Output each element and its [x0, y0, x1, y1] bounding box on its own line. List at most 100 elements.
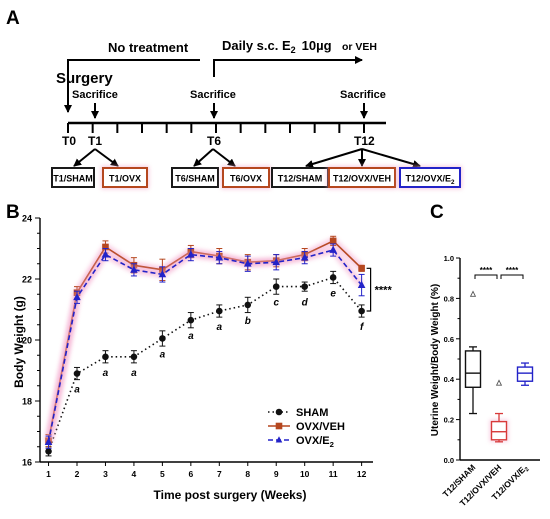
daily-prefix: Daily s.c. E [222, 38, 291, 53]
c-significance-bracket [500, 274, 524, 279]
c-significance-stars: **** [506, 266, 519, 275]
timepoint-t12: T12 [354, 134, 375, 148]
branch-arrow-t1-sham [73, 148, 96, 167]
b-x-tick-label: 7 [217, 469, 222, 479]
group-box-label: T12/OVX/E2 [405, 174, 455, 186]
data-point-0 [187, 316, 195, 324]
data-point-1 [329, 237, 337, 245]
data-point-2 [158, 270, 167, 278]
stat-letter: f [360, 322, 365, 333]
b-y-tick-label: 20 [22, 336, 32, 346]
data-point-2 [215, 253, 224, 261]
data-point-0 [45, 448, 52, 455]
b-x-tick-label: 12 [357, 469, 367, 479]
data-point-0 [216, 307, 223, 315]
group-box [222, 167, 270, 188]
panel-label-c: C [430, 202, 444, 223]
data-point-2 [130, 265, 138, 273]
group-box [102, 167, 148, 188]
b-y-tick-label: 24 [22, 214, 32, 224]
panel-b-body-weight-chart: B Body Weight (g) Time post surgery (Wee… [6, 202, 392, 502]
data-point-0 [102, 353, 109, 361]
stat-letter: a [74, 385, 80, 396]
data-point-0 [358, 307, 365, 315]
timepoint-t6: T6 [207, 134, 221, 148]
stat-letter: a [131, 368, 137, 379]
group-box-label-main: T12/OVX/VEH [333, 174, 391, 184]
group-box-label: T6/OVX [230, 174, 262, 184]
c-y-tick-label: 0.2 [444, 416, 454, 425]
group-box [328, 167, 396, 188]
b-legend: SHAM OVX/VEH OVX/E2 [268, 407, 345, 449]
legend-label-sub: 2 [330, 440, 334, 449]
group-box [51, 167, 95, 188]
stat-letter: c [273, 298, 279, 309]
b-x-tick-label: 9 [274, 469, 279, 479]
group-box-label: T1/OVX [109, 174, 141, 184]
b-x-tick-label: 3 [103, 469, 108, 479]
daily-treatment-label: Daily s.c. E2 10µg [222, 38, 332, 55]
data-point-2 [187, 250, 195, 258]
stat-letter: a [103, 368, 109, 379]
panel-c-uterine-weight-chart: C Uterine Weight/Body Weight (%) 0.0 0.2 0… [430, 202, 540, 508]
stat-letter: a [188, 331, 194, 342]
data-point-0 [159, 335, 166, 342]
group-box [171, 167, 219, 188]
b-x-axis-title: Time post surgery (Weeks) [154, 488, 307, 502]
legend-marker [275, 436, 283, 443]
data-point-2 [357, 280, 366, 288]
sacrifice-label-t12: Sacrifice [340, 89, 386, 101]
b-x-tick-label: 2 [75, 469, 80, 479]
series-glow [45, 246, 365, 443]
c-y-tick-label: 0.0 [444, 456, 454, 465]
stat-letter: b [245, 316, 251, 327]
or-veh-label: or VEH [342, 41, 377, 53]
data-point-0 [329, 274, 337, 281]
data-point-0 [73, 370, 81, 377]
group-box-label-main: T12/OVX/E [405, 174, 451, 184]
b-x-tick-label: 10 [300, 469, 310, 479]
stat-letter: d [302, 298, 309, 309]
panel-label-b: B [6, 202, 20, 223]
group-box-label: T6/SHAM [175, 174, 215, 184]
box-body [490, 420, 508, 441]
data-point-2 [272, 257, 281, 266]
b-x-tick-label: 11 [329, 469, 338, 479]
legend-label: OVX/VEH [296, 421, 345, 433]
legend-label: SHAM [296, 407, 328, 419]
b-x-tick-label: 4 [132, 469, 137, 479]
b-x-tick-label: 8 [245, 469, 250, 479]
data-point-2 [243, 259, 252, 267]
stat-letter: a [160, 349, 166, 360]
group-box-label: T12/OVX/VEH [333, 174, 391, 184]
group-box-label-sub: 2 [451, 179, 455, 186]
b-significance-stars: **** [375, 285, 393, 297]
b-x-tick-label: 1 [46, 469, 51, 479]
panel-a-timeline: A No treatment Daily s.c. E2 10µg or VEH … [6, 8, 462, 189]
data-point-0 [244, 301, 252, 309]
b-series [44, 235, 366, 457]
box-outlier [469, 290, 477, 297]
series-line-0 [47, 276, 363, 452]
box-body [464, 350, 482, 388]
timepoint-t1: T1 [88, 134, 102, 148]
group-box-label: T12/SHAM [278, 174, 323, 184]
b-x-tick-label: 6 [188, 469, 193, 479]
group-box-label-main: T12/SHAM [278, 174, 323, 184]
data-point-2 [44, 437, 53, 446]
b-y-tick-label: 18 [22, 397, 32, 407]
c-significance-bracket [474, 274, 498, 279]
timepoint-t0: T0 [62, 134, 76, 148]
sacrifice-label-t6: Sacrifice [190, 89, 236, 101]
legend-label-main: SHAM [296, 407, 328, 419]
c-y-tick-label: 0.8 [444, 294, 454, 303]
daily-subscript: 2 [291, 45, 296, 55]
data-point-1 [102, 243, 109, 251]
c-y-axis-title: Uterine Weight/Body Weight (%) [430, 284, 441, 436]
c-category-sub: 2 [524, 466, 531, 473]
c-axes: 0.0 0.2 0.4 0.6 0.8 1.0 [444, 254, 540, 465]
branch-arrow-t6-ovx [212, 148, 236, 167]
b-y-tick-label: 22 [22, 275, 32, 285]
branch-arrow-t12-sham [305, 148, 363, 168]
